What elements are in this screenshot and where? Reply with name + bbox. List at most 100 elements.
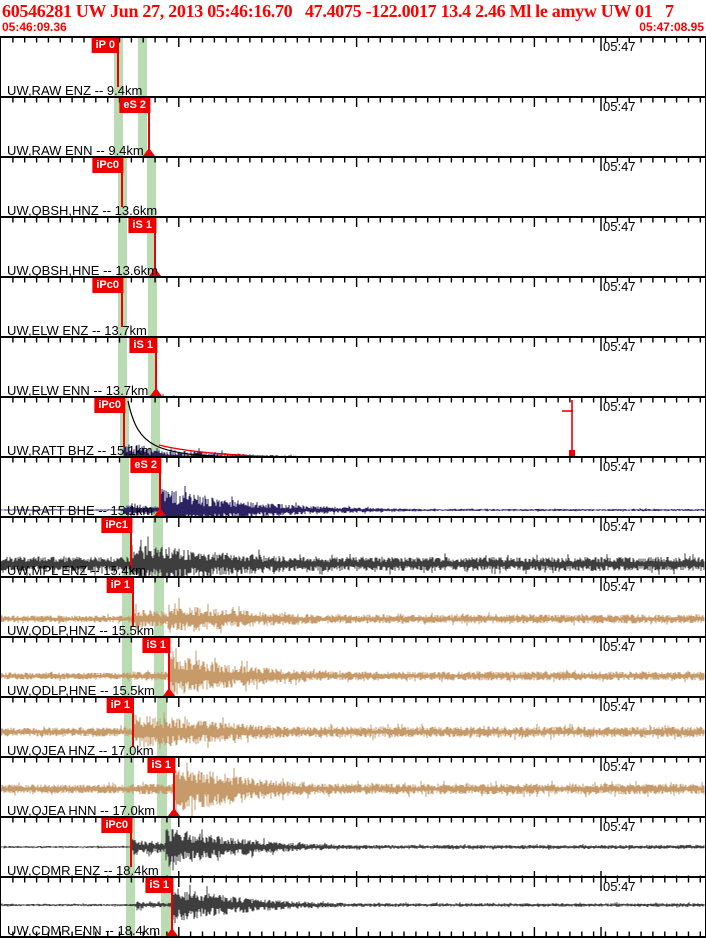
trace-panel-list: iP 0 05:47 UW,RAW ENZ -- 9.4km eS 2 05:47 UW,… [0,36,706,938]
trace-panel[interactable]: eS 2 05:47 UW,RAW ENN -- 9.4km [0,96,706,156]
phase-pick-flag[interactable]: iPc0 [101,818,132,833]
s-window-band [151,458,160,516]
minute-label: 05:47 [603,519,636,534]
trace-panel[interactable]: iPc0 05:47 UW,ELW ENZ -- 13.7km [0,276,706,336]
waveform-canvas[interactable] [1,518,705,576]
phase-pick-flag[interactable]: iPc0 [94,398,125,413]
trace-panel[interactable]: iPc1 05:47 UW,MPL ENZ -- 15.4km [0,516,706,576]
minute-label: 05:47 [603,699,636,714]
phase-pick-line[interactable] [130,818,132,868]
waveform-canvas[interactable] [1,38,705,96]
waveform-canvas[interactable] [1,98,705,156]
waveform-canvas[interactable] [1,218,705,276]
s-window-band [138,98,147,156]
second-ticks [12,518,701,531]
trace-panel[interactable]: iP 1 05:47 UW,QJEA HNZ -- 17.0km [0,696,706,756]
phase-pick-line[interactable] [123,398,125,448]
waveform-canvas[interactable] [1,338,705,396]
pick-triangle-marker [163,688,175,696]
station-label: UW,CDMR ENZ -- 18.4km [7,863,159,876]
window-end-time: 05:47:08.95 [639,20,704,34]
phase-pick-line[interactable] [168,638,170,696]
waveform-canvas[interactable] [1,698,705,756]
second-ticks [12,38,701,51]
waveform-canvas[interactable] [1,458,705,516]
trace-panel[interactable]: iS 1 05:47 UW,ELW ENN -- 13.7km [0,336,706,396]
phase-pick-flag[interactable]: iP 1 [106,698,134,713]
s-window-band [148,338,157,396]
phase-pick-line[interactable] [155,338,157,396]
second-ticks [12,218,701,231]
second-ticks [12,578,701,591]
waveform-canvas[interactable] [1,578,705,636]
waveform-canvas[interactable] [1,398,705,456]
station-label: UW,QJEA HNZ -- 17.0km [7,743,154,756]
minute-label: 05:47 [603,459,636,474]
phase-pick-flag[interactable]: eS 2 [130,458,161,473]
trace-panel[interactable]: iPc0 05:47 UW,CDMR ENZ -- 18.4km [0,816,706,876]
trace-panel[interactable]: iPc0 05:47 UW,RATT BHZ -- 15.1km [0,396,706,456]
second-ticks [12,398,701,411]
waveform-canvas[interactable] [1,278,705,336]
phase-pick-line[interactable] [173,758,175,816]
second-ticks [12,458,701,471]
trace-panel[interactable]: iS 1 05:47 UW,QDLP,HNE -- 15.5km [0,636,706,696]
phase-pick-line[interactable] [148,98,150,156]
p-window-band [122,578,132,636]
phase-pick-line[interactable] [121,278,123,328]
phase-pick-flag[interactable]: iS 1 [145,878,173,893]
phase-pick-flag[interactable]: iP 0 [91,38,119,53]
phase-pick-flag[interactable]: iPc0 [92,158,123,173]
phase-pick-line[interactable] [154,218,156,276]
phase-pick-line[interactable] [171,878,173,936]
p-window-band [124,758,134,816]
waveform-canvas[interactable] [1,818,705,876]
waveform-canvas[interactable] [1,158,705,216]
waveform-trace [1,648,705,696]
minute-label: 05:47 [603,279,636,294]
window-start-time: 05:46:09.36 [2,20,67,34]
coda-marker[interactable] [158,400,587,456]
phase-pick-line[interactable] [121,158,123,208]
event-header: 60546281 UW Jun 27, 2013 05:46:16.70 47.… [0,0,706,36]
second-ticks [12,698,701,711]
station-label: UW,RAW ENZ -- 9.4km [7,83,143,96]
phase-pick-flag[interactable]: iP 1 [106,578,134,593]
second-ticks [12,98,701,111]
phase-pick-line[interactable] [159,458,161,516]
waveform-trace [1,712,705,750]
pick-triangle-marker [154,508,166,516]
s-window-band [154,578,164,636]
station-label: UW,ELW ENZ -- 13.7km [7,323,147,336]
minute-label: 05:47 [603,159,636,174]
minute-label: 05:47 [603,39,636,54]
pick-triangle-marker [168,808,180,816]
trace-panel[interactable]: iS 1 05:47 UW,QBSH,HNE -- 13.6km [0,216,706,276]
waveform-canvas[interactable] [1,878,705,936]
second-ticks [12,818,701,876]
time-window-row: 05:46:09.36 05:47:08.95 [0,21,706,34]
s-window-band [151,398,160,456]
phase-pick-flag[interactable]: eS 2 [119,98,150,113]
phase-pick-flag[interactable]: iS 1 [129,338,157,353]
minute-label: 05:47 [603,759,636,774]
phase-pick-line[interactable] [132,698,134,748]
phase-pick-flag[interactable]: iS 1 [142,638,170,653]
phase-pick-flag[interactable]: iS 1 [128,218,156,233]
phase-pick-flag[interactable]: iPc0 [92,278,123,293]
minute-label: 05:47 [603,219,636,234]
trace-panel[interactable]: iS 1 05:47 UW,CDMR ENN -- 18.4km [0,876,706,938]
trace-panel[interactable]: iP 1 05:47 UW,QDLP,HNZ -- 15.5km [0,576,706,636]
phase-pick-flag[interactable]: iPc1 [101,518,132,533]
phase-pick-line[interactable] [132,578,134,628]
phase-pick-flag[interactable]: iS 1 [147,758,175,773]
trace-panel[interactable]: iPc0 05:47 UW,QBSH,HNZ -- 13.6km [0,156,706,216]
phase-pick-line[interactable] [130,518,132,568]
event-title: 60546281 UW Jun 27, 2013 05:46:16.70 47.… [2,1,674,21]
trace-panel[interactable]: iP 0 05:47 UW,RAW ENZ -- 9.4km [0,36,706,96]
station-label: UW,QJEA HNN -- 17.0km [7,803,156,816]
trace-panel[interactable]: eS 2 05:47 UW,RATT BHE -- 15.1km [0,456,706,516]
station-label: UW,QBSH,HNE -- 13.6km [7,263,158,276]
trace-panel[interactable]: iS 1 05:47 UW,QJEA HNN -- 17.0km [0,756,706,816]
phase-pick-line[interactable] [117,38,119,88]
